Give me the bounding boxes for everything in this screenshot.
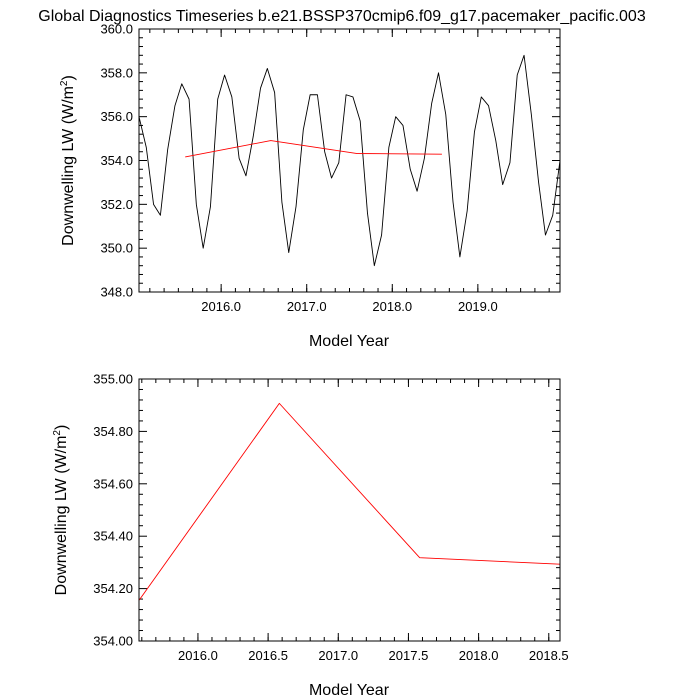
top-tick-marks: [139, 28, 560, 293]
top-y-tick-label: 352.0: [100, 197, 133, 212]
top-x-axis-label: Model Year: [309, 333, 390, 350]
bottom-y-axis-label-text: Downwelling LW (W/m: [53, 436, 70, 596]
top-plot-frame: [138, 28, 561, 293]
bottom-y-axis-label-end: ): [53, 425, 70, 430]
top-y-axis-label-text: Downwelling LW (W/m: [60, 86, 77, 246]
top-y-tick-label: 358.0: [100, 65, 133, 80]
top-y-tick-label: 350.0: [100, 241, 133, 256]
bottom-x-axis-label: Model Year: [309, 682, 390, 699]
bottom-y-tick-label: 355.00: [93, 372, 133, 387]
bottom-series: [138, 402, 561, 601]
top-y-tick-label: 348.0: [100, 285, 133, 300]
top-x-tick-label: 2018.0: [372, 299, 412, 314]
bottom-y-axis-label-sup: 2: [52, 430, 63, 436]
bottom-x-tick-label: 2018.5: [529, 648, 569, 663]
bottom-x-tick-label: 2017.0: [318, 648, 358, 663]
top-y-tick-label: 356.0: [100, 109, 133, 124]
bottom-y-axis-label: Downwelling LW (W/m2): [52, 425, 70, 596]
top-x-tick-label: 2016.0: [201, 299, 241, 314]
bottom-y-tick-label: 354.20: [93, 581, 133, 596]
top-series: [138, 54, 561, 267]
bottom-series-0-line: [138, 402, 561, 601]
bottom-x-tick-label: 2016.0: [178, 648, 218, 663]
bottom-y-tick-label: 354.60: [93, 476, 133, 491]
top-series-0-line: [138, 54, 561, 267]
top-y-axis-label: Downwelling LW (W/m2): [59, 75, 77, 246]
bottom-y-tick-label: 354.40: [93, 529, 133, 544]
top-panel: 348.0 350.0 352.0 354.0 356.0 358.0 360.0 2016.…: [59, 22, 561, 350]
top-y-axis-label-end: ): [60, 75, 77, 80]
bottom-x-tick-label: 2017.5: [389, 648, 429, 663]
figure-title: Global Diagnostics Timeseries b.e21.BSSP…: [38, 8, 646, 25]
top-series-1-line: [185, 140, 442, 158]
top-y-tick-label: 354.0: [100, 153, 133, 168]
bottom-y-tick-label: 354.80: [93, 424, 133, 439]
top-x-tick-label: 2017.0: [287, 299, 327, 314]
top-tick-labels: 348.0 350.0 352.0 354.0 356.0 358.0 360.0 2016.…: [100, 22, 497, 315]
top-y-axis-label-sup: 2: [59, 80, 70, 86]
bottom-x-tick-label: 2016.5: [248, 648, 288, 663]
bottom-y-tick-label: 354.00: [93, 634, 133, 649]
bottom-plot-frame: [138, 378, 561, 642]
bottom-x-tick-label: 2018.0: [459, 648, 499, 663]
bottom-tick-marks: [139, 378, 560, 642]
bottom-panel: 354.00 354.20 354.40 354.60 354.80 355.00 2016…: [52, 372, 569, 700]
top-x-tick-label: 2019.0: [458, 299, 498, 314]
top-y-tick-label: 360.0: [100, 22, 133, 37]
bottom-tick-labels: 354.00 354.20 354.40 354.60 354.80 355.00 2016…: [93, 372, 568, 664]
